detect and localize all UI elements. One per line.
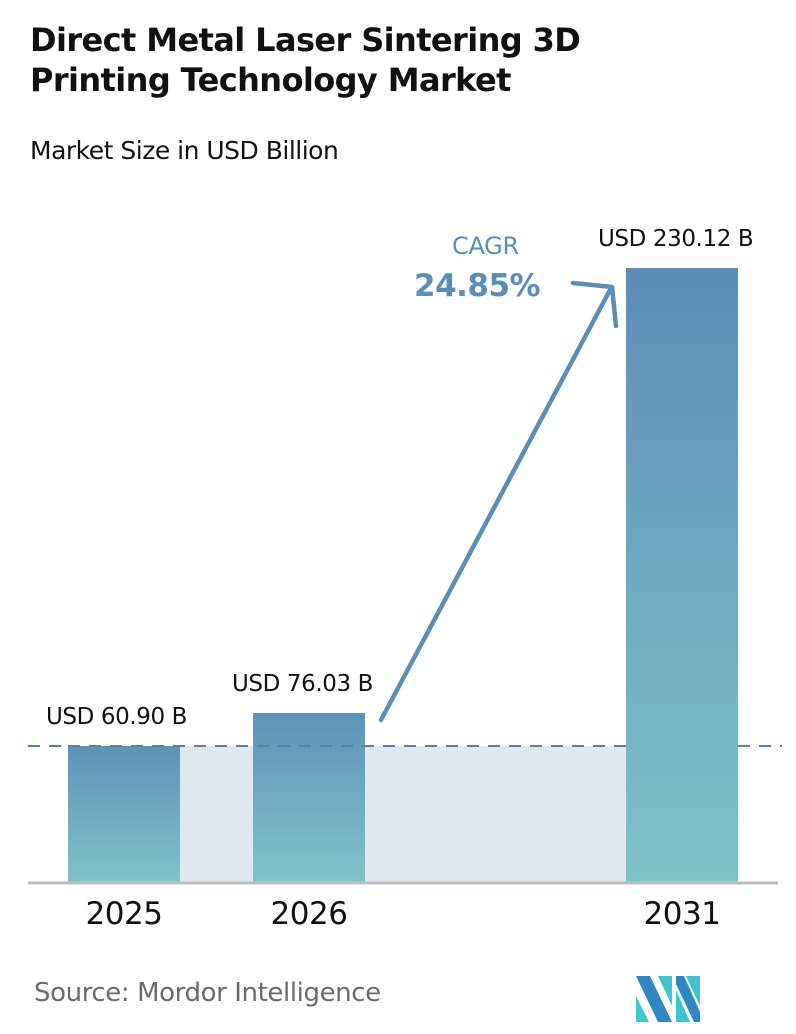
source-text: Source: Mordor Intelligence	[34, 978, 381, 1008]
x-tick-2031: 2031	[643, 896, 721, 932]
bar-2025	[68, 746, 180, 882]
x-tick-2026: 2026	[270, 896, 348, 932]
cagr-label: CAGR	[452, 232, 519, 260]
x-tick-2025: 2025	[85, 896, 163, 932]
bar-value-label-2026: USD 76.03 B	[232, 671, 373, 697]
bar-2026	[253, 713, 365, 882]
bar-value-label-2031: USD 230.12 B	[598, 226, 754, 252]
cagr-value: 24.85%	[414, 268, 541, 304]
bar-2031	[626, 268, 738, 882]
mordor-intelligence-logo-icon	[636, 976, 700, 1022]
bar-value-label-2025: USD 60.90 B	[46, 704, 187, 730]
cagr-arrow-icon	[378, 280, 619, 723]
chart-subtitle: Market Size in USD Billion	[30, 136, 339, 165]
chart-title: Direct Metal Laser Sintering 3D Printing…	[30, 21, 581, 99]
baseline-band	[180, 746, 626, 882]
